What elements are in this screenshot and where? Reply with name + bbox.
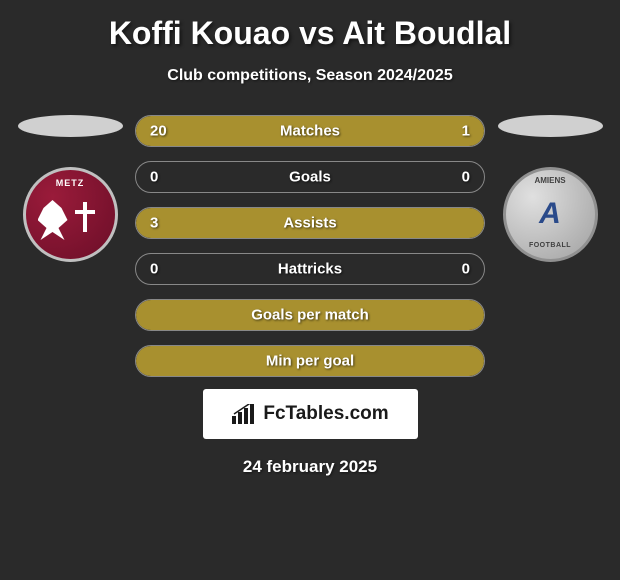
amiens-badge-top: AMIENS [534, 176, 565, 185]
right-player-col: AMIENS A FOOTBALL [495, 115, 605, 262]
stat-bar: 0 0 Hattricks [135, 253, 485, 285]
club-logo-metz: METZ [23, 167, 118, 262]
stat-bar: Goals per match [135, 299, 485, 331]
stat-value-left: 20 [150, 123, 167, 140]
amiens-badge-bottom: FOOTBALL [529, 242, 571, 249]
left-player-col: METZ [15, 115, 125, 262]
player-shadow-right [498, 115, 603, 137]
page-title: Koffi Kouao vs Ait Boudlal [0, 15, 620, 52]
club-logo-amiens: AMIENS A FOOTBALL [503, 167, 598, 262]
bar-fill-right [425, 116, 484, 146]
metz-logo-inner: METZ [26, 170, 115, 259]
stat-label: Goals [289, 169, 331, 186]
branding-text: FcTables.com [263, 403, 388, 425]
main-area: METZ 20 1 Matches 0 0 Goals 3 Assists 0 0 Hattrick… [0, 115, 620, 377]
stat-label: Hattricks [278, 261, 342, 278]
stat-bar: 0 0 Goals [135, 161, 485, 193]
fctables-chart-icon [231, 404, 257, 424]
stat-label: Goals per match [251, 307, 369, 324]
stat-value-right: 0 [462, 169, 470, 186]
player-shadow-left [18, 115, 123, 137]
stat-value-left: 3 [150, 215, 158, 232]
amiens-letter-icon: A [539, 197, 561, 231]
footer-date: 24 february 2025 [0, 457, 620, 477]
page-subtitle: Club competitions, Season 2024/2025 [0, 67, 620, 85]
stat-label: Assists [283, 215, 336, 232]
stat-value-left: 0 [150, 169, 158, 186]
stat-bar: Min per goal [135, 345, 485, 377]
amiens-logo-inner: AMIENS A FOOTBALL [506, 170, 595, 259]
metz-badge-text: METZ [56, 178, 85, 188]
stat-value-right: 1 [462, 123, 470, 140]
metz-cross-icon [75, 202, 95, 232]
stat-label: Matches [280, 123, 340, 140]
stats-bars: 20 1 Matches 0 0 Goals 3 Assists 0 0 Hattricks Goal… [135, 115, 485, 377]
stat-bar: 20 1 Matches [135, 115, 485, 147]
metz-dragon-icon [38, 200, 68, 240]
stat-bar: 3 Assists [135, 207, 485, 239]
stat-label: Min per goal [266, 353, 354, 370]
branding-box: FcTables.com [203, 389, 418, 439]
stat-value-left: 0 [150, 261, 158, 278]
infographic-root: Koffi Kouao vs Ait Boudlal Club competit… [0, 0, 620, 580]
stat-value-right: 0 [462, 261, 470, 278]
